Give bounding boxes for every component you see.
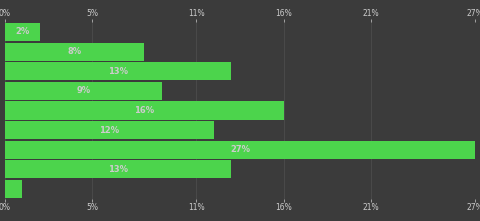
Text: 13%: 13% [108,67,128,76]
Text: 9%: 9% [76,86,90,95]
Text: 13%: 13% [108,165,128,174]
Bar [5,121,214,139]
Bar [5,82,162,100]
Text: 2%: 2% [15,27,29,36]
Bar [5,62,231,80]
Bar [5,160,231,179]
Text: 8%: 8% [67,47,82,56]
Bar [5,42,144,61]
Bar [5,23,40,41]
Bar [5,180,22,198]
Bar [5,141,475,159]
Bar [5,101,284,120]
Text: 27%: 27% [230,145,250,154]
Text: 16%: 16% [134,106,154,115]
Text: 12%: 12% [99,126,120,135]
